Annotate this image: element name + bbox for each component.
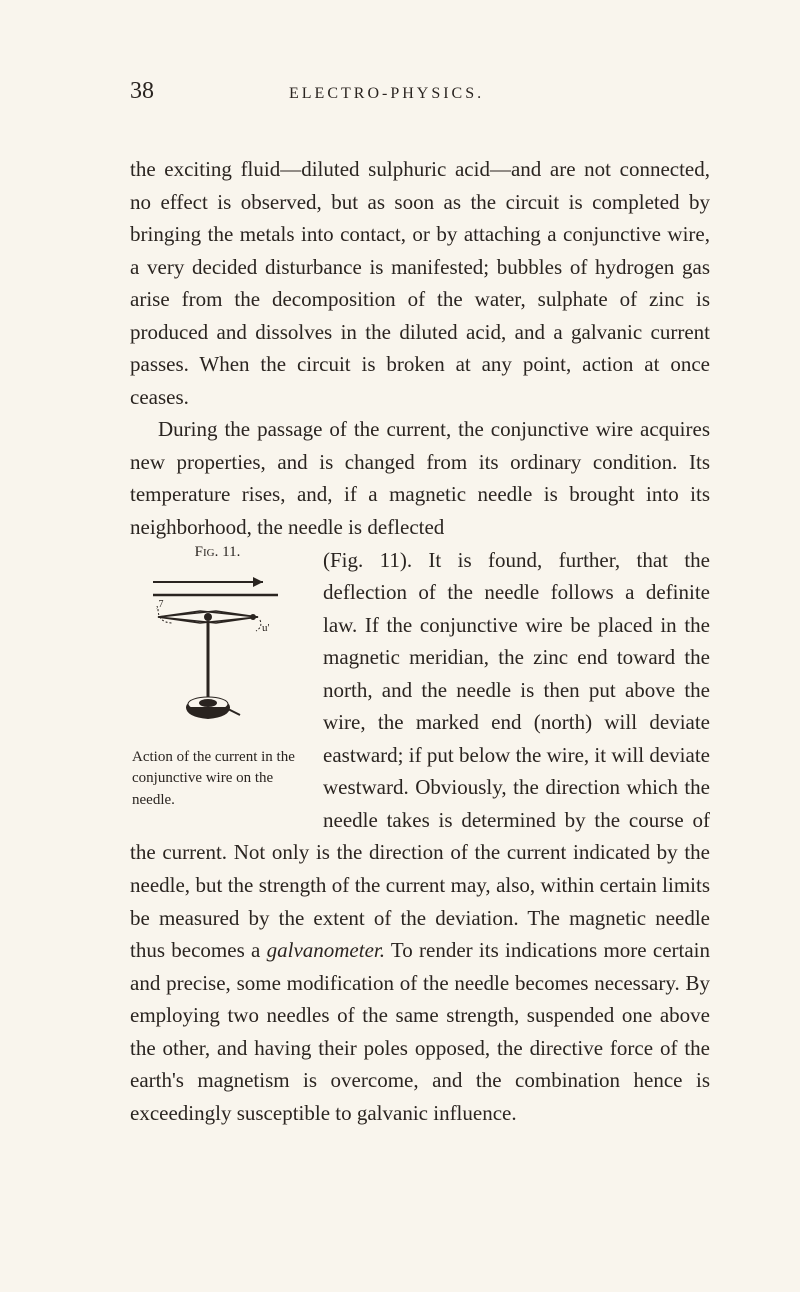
page-header: 38 ELECTRO-PHYSICS. bbox=[130, 78, 710, 105]
svg-text:,7: ,7 bbox=[156, 599, 164, 610]
chapter-title: ELECTRO-PHYSICS. bbox=[289, 85, 484, 103]
figure-diagram: ,7 u' bbox=[143, 567, 293, 737]
para2-intro-text: During the passage of the current, the c… bbox=[130, 417, 710, 539]
paragraph-2-intro: During the passage of the current, the c… bbox=[130, 413, 710, 543]
paragraph-1: the exciting fluid—diluted sulphuric aci… bbox=[130, 153, 710, 413]
wrap-text-after: To render its indications more certain a… bbox=[130, 938, 710, 1125]
galvanometer-term: galvanometer. bbox=[267, 938, 385, 962]
figure-label: Fig. 11. bbox=[130, 544, 305, 561]
page-number: 38 bbox=[130, 78, 154, 105]
figure-caption: Action of the current in the conjunctive… bbox=[130, 747, 305, 812]
figure-float: Fig. 11. ,7 u' bbox=[130, 544, 305, 812]
svg-text:u': u' bbox=[262, 622, 270, 634]
needle-diagram-svg: ,7 u' bbox=[143, 567, 293, 737]
